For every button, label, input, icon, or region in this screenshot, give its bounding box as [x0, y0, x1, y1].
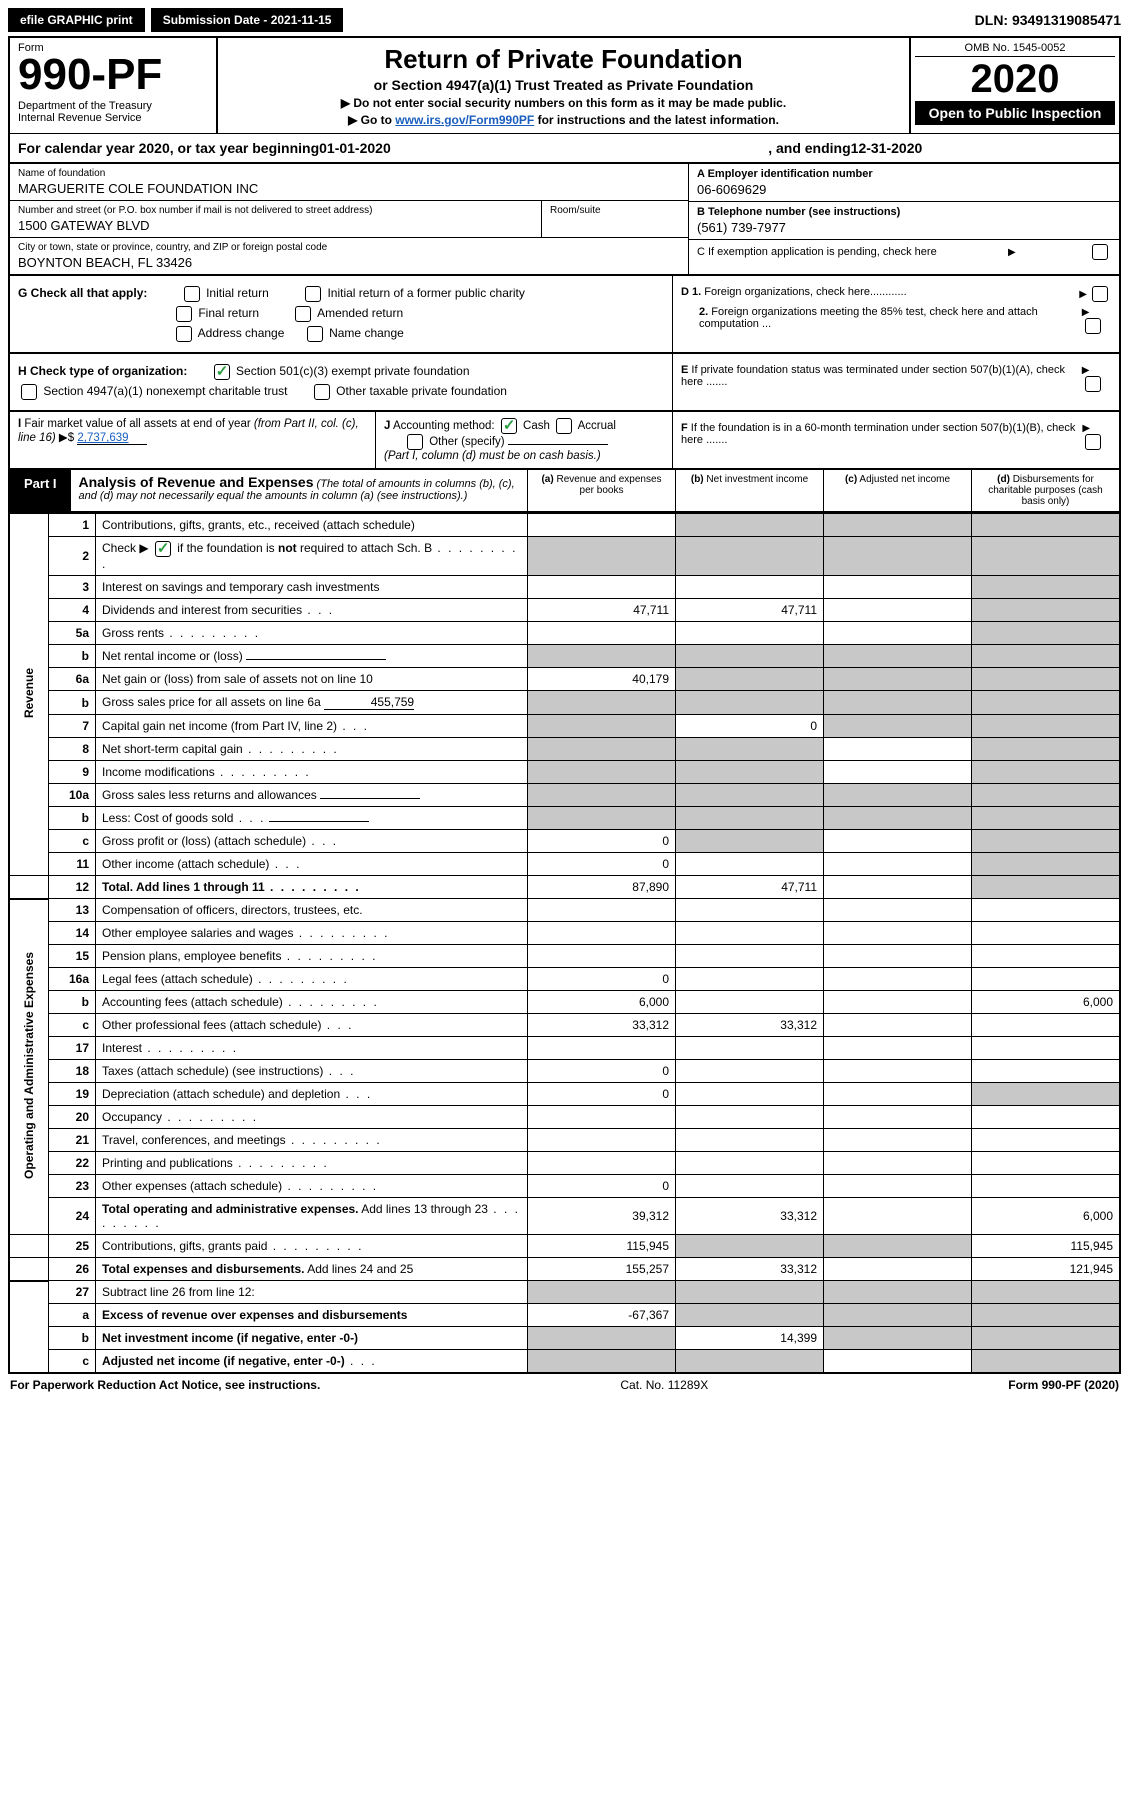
check-section-g: G Check all that apply: Initial return I…	[8, 276, 1121, 354]
amended-return-checkbox[interactable]	[295, 306, 311, 322]
open-public: Open to Public Inspection	[915, 101, 1115, 125]
phone-value: (561) 739-7977	[697, 220, 1111, 235]
col-b-head: (b) Net investment income	[675, 470, 823, 511]
h3-checkbox[interactable]	[314, 384, 330, 400]
instr-2: ▶ Go to www.irs.gov/Form990PF for instru…	[224, 113, 903, 127]
calendar-year-row: For calendar year 2020, or tax year begi…	[8, 133, 1121, 164]
e-checkbox[interactable]	[1085, 376, 1101, 392]
pending-label: C If exemption application is pending, c…	[697, 246, 937, 258]
fmv-link[interactable]: 2,737,639	[77, 432, 147, 445]
info-grid: Name of foundation MARGUERITE COLE FOUND…	[8, 164, 1121, 276]
d1-checkbox[interactable]	[1092, 286, 1108, 302]
dept-label: Department of the TreasuryInternal Reven…	[18, 100, 208, 124]
title-main: Return of Private Foundation	[224, 44, 903, 75]
col-d-head: (d) Disbursements for charitable purpose…	[971, 470, 1119, 511]
initial-public-checkbox[interactable]	[305, 286, 321, 302]
footer: For Paperwork Reduction Act Notice, see …	[8, 1374, 1121, 1396]
dln-label: DLN: 93491319085471	[975, 12, 1121, 28]
cash-checkbox[interactable]	[501, 418, 517, 434]
pending-checkbox[interactable]	[1092, 244, 1108, 260]
part1-label: Part I	[10, 470, 71, 511]
form-link[interactable]: www.irs.gov/Form990PF	[395, 113, 534, 127]
col-a-head: (a) Revenue and expenses per books	[527, 470, 675, 511]
part1-header: Part I Analysis of Revenue and Expenses …	[8, 470, 1121, 513]
org-city: BOYNTON BEACH, FL 33426	[18, 255, 680, 270]
org-name: MARGUERITE COLE FOUNDATION INC	[18, 181, 680, 196]
phone-label: B Telephone number (see instructions)	[697, 206, 1111, 218]
instr-1: ▶ Do not enter social security numbers o…	[224, 96, 903, 110]
org-addr: 1500 GATEWAY BLVD	[18, 218, 533, 233]
expenses-side-label: Operating and Administrative Expenses	[9, 899, 49, 1235]
h2-checkbox[interactable]	[21, 384, 37, 400]
addr-change-checkbox[interactable]	[176, 326, 192, 342]
name-change-checkbox[interactable]	[307, 326, 323, 342]
col-c-head: (c) Adjusted net income	[823, 470, 971, 511]
revenue-side-label: Revenue	[9, 514, 49, 876]
addr-label: Number and street (or P.O. box number if…	[18, 205, 533, 216]
footer-right: Form 990-PF (2020)	[1008, 1378, 1119, 1392]
form-header: Form 990-PF Department of the TreasuryIn…	[8, 36, 1121, 133]
form-number: 990-PF	[18, 54, 208, 96]
accrual-checkbox[interactable]	[556, 418, 572, 434]
submission-date-button[interactable]: Submission Date - 2021-11-15	[151, 8, 344, 32]
suite-label: Room/suite	[542, 201, 688, 237]
initial-return-checkbox[interactable]	[184, 286, 200, 302]
d2-checkbox[interactable]	[1085, 318, 1101, 334]
top-bar: efile GRAPHIC print Submission Date - 20…	[8, 8, 1121, 32]
i-j-f-section: I Fair market value of all assets at end…	[8, 412, 1121, 470]
h1-checkbox[interactable]	[214, 364, 230, 380]
city-label: City or town, state or province, country…	[18, 242, 680, 253]
revenue-expense-table: Revenue 1 Contributions, gifts, grants, …	[8, 513, 1121, 1374]
efile-print-button[interactable]: efile GRAPHIC print	[8, 8, 145, 32]
ein-value: 06-6069629	[697, 182, 1111, 197]
name-label: Name of foundation	[18, 168, 680, 179]
f-checkbox[interactable]	[1085, 434, 1101, 450]
tax-year: 2020	[915, 59, 1115, 99]
other-method-checkbox[interactable]	[407, 434, 423, 450]
final-return-checkbox[interactable]	[176, 306, 192, 322]
ein-label: A Employer identification number	[697, 168, 1111, 180]
omb-number: OMB No. 1545-0052	[915, 42, 1115, 57]
footer-mid: Cat. No. 11289X	[620, 1378, 708, 1392]
schb-checkbox[interactable]	[155, 541, 171, 557]
check-section-h: H Check type of organization: Section 50…	[8, 354, 1121, 412]
title-sub: or Section 4947(a)(1) Trust Treated as P…	[224, 77, 903, 93]
footer-left: For Paperwork Reduction Act Notice, see …	[10, 1378, 320, 1392]
